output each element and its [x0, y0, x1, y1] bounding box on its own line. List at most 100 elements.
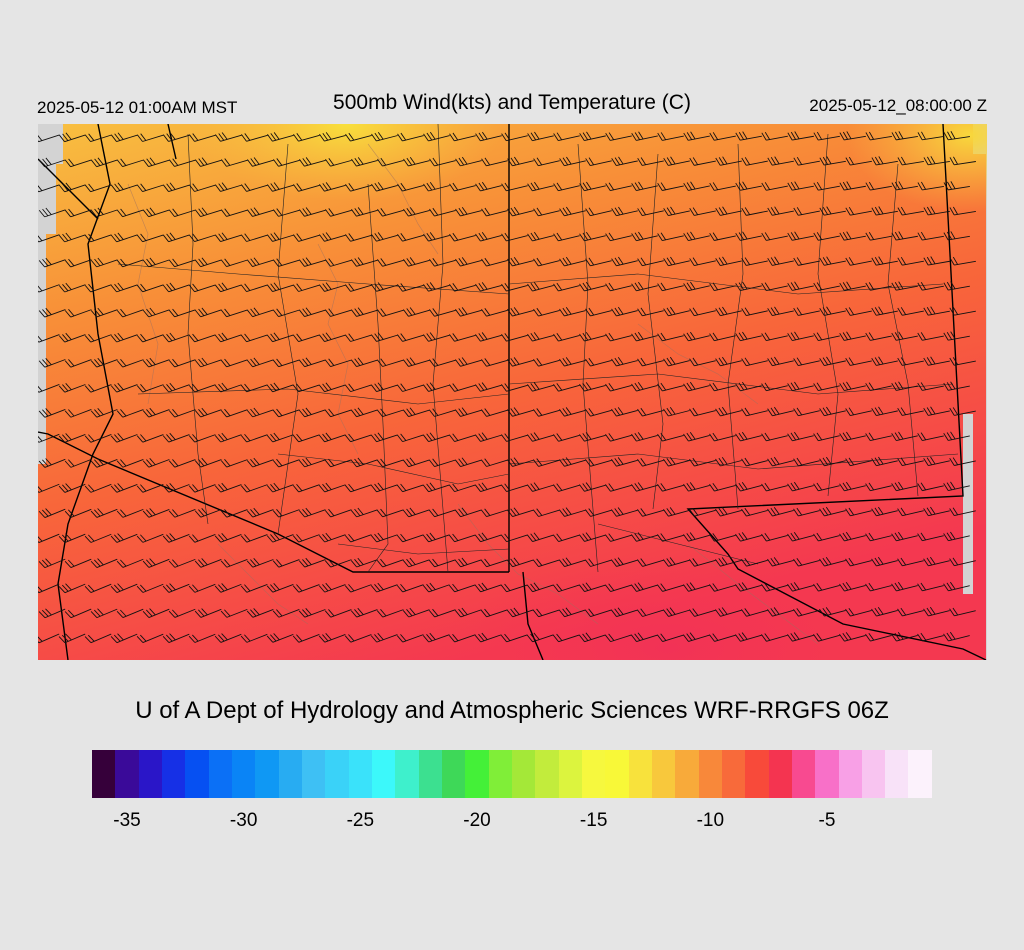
wind-barb [38, 233, 60, 243]
wind-barb [949, 206, 976, 216]
wind-barb [220, 559, 248, 568]
wind-barb [709, 432, 736, 442]
colorbar-swatch [301, 750, 326, 798]
wind-barb [240, 534, 268, 543]
wind-barb [116, 359, 144, 368]
wind-barb [839, 431, 866, 442]
wind-barb [715, 507, 742, 517]
wind-barb [637, 508, 664, 517]
wind-barb [344, 433, 372, 443]
wind-barb [402, 607, 430, 618]
wind-barb [246, 507, 274, 518]
wind-barb [949, 357, 976, 366]
wind-barb [605, 382, 632, 392]
wind-barb [38, 207, 66, 218]
wind-barb [292, 233, 320, 242]
wind-barb [449, 283, 476, 292]
colorbar-swatch [138, 750, 162, 798]
colorbar-swatch [651, 750, 676, 798]
wind-barb [64, 508, 92, 518]
wind-barb [559, 256, 586, 267]
wind-barb [923, 506, 950, 517]
wind-barb [376, 408, 404, 418]
wind-barb [318, 582, 346, 593]
wind-barb [429, 258, 456, 267]
wind-barb [526, 582, 554, 593]
wind-barb [663, 306, 690, 317]
wind-barb [272, 458, 300, 468]
wind-barb [507, 256, 534, 267]
wind-barb [683, 381, 710, 392]
wind-barb [344, 483, 372, 493]
wind-barb [90, 408, 118, 418]
wind-barb [480, 608, 508, 618]
wind-barb [293, 133, 320, 142]
colorbar-swatch [161, 750, 186, 798]
wind-barb [64, 458, 92, 468]
wind-barb [865, 582, 892, 592]
wind-barb [318, 382, 346, 393]
wind-barb [38, 334, 60, 343]
wind-barb [84, 334, 112, 343]
colorbar-tick-label: -20 [463, 810, 491, 831]
wind-barb [813, 282, 840, 291]
wind-barb [584, 558, 612, 567]
wind-barb [194, 457, 222, 468]
wind-barb [110, 282, 138, 293]
wind-barb [64, 359, 92, 368]
wind-barb [787, 381, 814, 392]
wind-barb [266, 633, 294, 643]
wind-barb [709, 332, 736, 342]
wind-barb [787, 331, 814, 342]
wind-barb [552, 483, 580, 492]
wind-barb [58, 583, 86, 594]
wind-barb [267, 182, 294, 192]
wind-barb [605, 433, 632, 442]
wind-barb [90, 157, 118, 168]
wind-barb [683, 482, 710, 492]
wind-barb [793, 457, 820, 467]
wind-barb [741, 558, 768, 567]
wind-barb [292, 283, 320, 292]
wind-barb [350, 407, 378, 418]
wind-barb [396, 433, 424, 443]
wind-barb [579, 181, 606, 192]
wind-barb [422, 432, 450, 442]
wind-barb [110, 533, 138, 543]
wind-barb [162, 432, 190, 443]
wind-barb [377, 258, 404, 267]
map-title: 500mb Wind(kts) and Temperature (C) [333, 91, 691, 114]
colorbar-swatch [371, 750, 396, 798]
wind-barb [715, 356, 742, 367]
wind-barb [923, 306, 950, 316]
wind-barb [761, 131, 788, 141]
wind-barb [527, 131, 554, 142]
wind-barb [319, 232, 346, 242]
wind-barb [897, 457, 924, 467]
wind-barb [475, 332, 502, 342]
wind-barb [917, 632, 944, 642]
wind-barb [507, 307, 534, 317]
wind-barb [604, 633, 632, 643]
wind-barb [845, 307, 872, 316]
wind-barb [142, 458, 170, 468]
wind-barb [298, 557, 326, 568]
wind-barb [90, 508, 118, 518]
wind-barb [299, 157, 326, 167]
wind-barb [839, 582, 866, 592]
wind-barb [865, 282, 892, 291]
wind-barb [194, 558, 222, 568]
wind-barb [604, 533, 632, 542]
wind-barb [663, 406, 690, 417]
wind-barb [449, 333, 476, 342]
wind-barb [481, 308, 508, 317]
wind-barb [396, 634, 424, 643]
wind-barb [688, 608, 716, 617]
wind-barb [715, 456, 742, 467]
wind-barb [865, 131, 892, 141]
colorbar-swatch [838, 750, 862, 798]
wind-barb [344, 333, 372, 342]
wind-barb [38, 533, 60, 544]
wind-barb [553, 332, 580, 342]
wind-barb [793, 357, 820, 367]
